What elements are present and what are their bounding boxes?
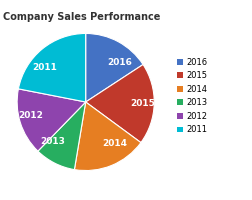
Wedge shape — [74, 102, 141, 171]
Wedge shape — [18, 33, 86, 102]
Wedge shape — [17, 89, 86, 151]
Text: 2013: 2013 — [41, 137, 66, 146]
Text: 2015: 2015 — [130, 99, 155, 108]
Wedge shape — [86, 65, 154, 143]
Text: Company Sales Performance: Company Sales Performance — [3, 12, 160, 22]
Wedge shape — [38, 102, 86, 170]
Text: 2016: 2016 — [107, 58, 132, 67]
Text: 2012: 2012 — [18, 111, 43, 120]
Text: 2014: 2014 — [103, 139, 128, 148]
Legend: 2016, 2015, 2014, 2013, 2012, 2011: 2016, 2015, 2014, 2013, 2012, 2011 — [176, 56, 209, 136]
Wedge shape — [86, 33, 143, 102]
Text: 2011: 2011 — [33, 63, 57, 72]
